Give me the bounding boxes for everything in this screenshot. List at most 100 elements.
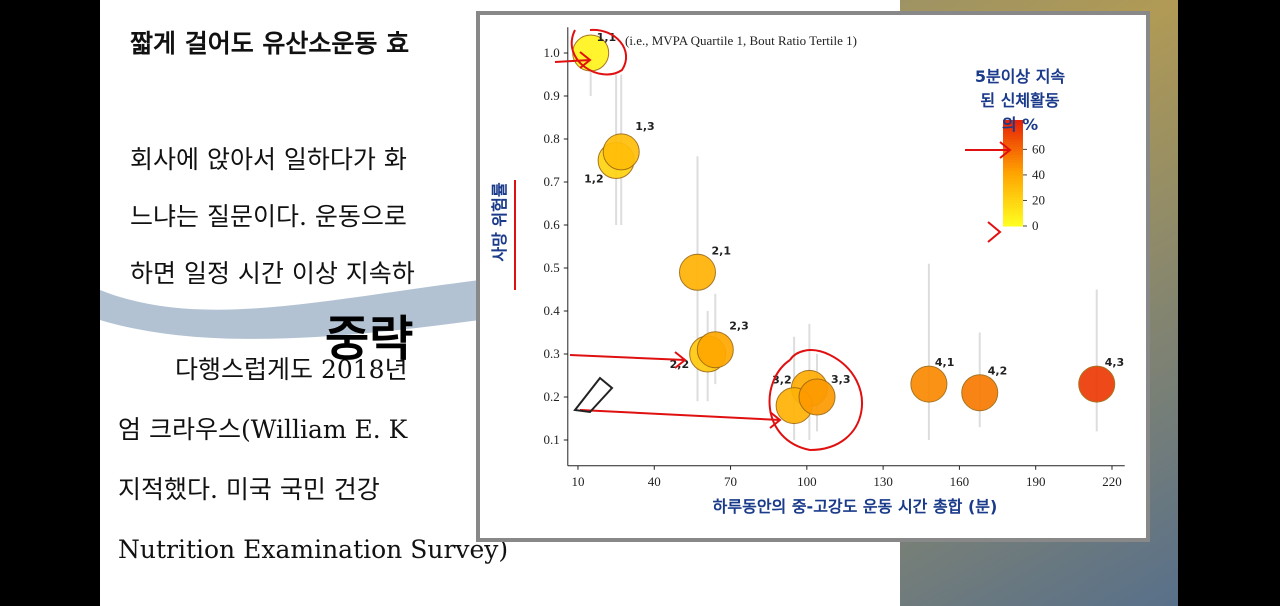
bubble [798, 378, 836, 416]
pen-icon [573, 376, 614, 414]
colorbar-step [1003, 146, 1023, 150]
colorbar-step [1003, 130, 1023, 134]
colorbar-step [1003, 207, 1023, 211]
colorbar-label: 60 [1032, 141, 1045, 156]
colorbar-step [1003, 173, 1023, 177]
bubble-label: 4,3 [1105, 356, 1125, 369]
colorbar-step [1003, 188, 1023, 193]
bubble-label: 1,2 [584, 173, 604, 186]
x-tick-label: 190 [1026, 474, 1046, 489]
bubble [910, 365, 948, 403]
colorbar-step [1003, 122, 1023, 126]
doc-line: 엄 크라우스(William E. K [118, 415, 409, 444]
overlay-text: 중략 [325, 311, 413, 367]
y-tick-label: 0.1 [544, 432, 560, 447]
colorbar-step [1003, 199, 1023, 203]
colorbar-step [1003, 141, 1023, 145]
y-tick-label: 0.7 [544, 174, 561, 189]
colorbar-step [1003, 151, 1023, 155]
colorbar-step [1003, 143, 1023, 147]
y-axis-label: 사망 위험률 [490, 182, 509, 261]
bubble-label: 3,3 [831, 373, 851, 386]
colorbar-label: 20 [1032, 192, 1045, 207]
x-tick-label: 130 [873, 474, 893, 489]
bubble-label: 1,3 [635, 120, 655, 133]
bubble [696, 331, 734, 369]
x-tick-label: 100 [797, 474, 817, 489]
x-tick-label: 10 [571, 474, 584, 489]
colorbar-label: 40 [1032, 167, 1045, 182]
y-tick-label: 0.6 [544, 217, 561, 232]
y-tick-label: 1.0 [544, 45, 560, 60]
colorbar-step [1003, 159, 1023, 163]
colorbar-step [1003, 167, 1023, 171]
annotation: (i.e., MVPA Quartile 1, Bout Ratio Terti… [625, 33, 857, 48]
bubble-label: 2,1 [711, 244, 731, 257]
y-tick-label: 0.5 [544, 260, 560, 275]
colorbar-step [1003, 223, 1023, 227]
colorbar-step [1003, 154, 1023, 158]
y-tick-label: 0.3 [544, 346, 560, 361]
colorbar-step [1003, 204, 1023, 208]
colorbar-step [1003, 215, 1023, 219]
colorbar-step [1003, 196, 1023, 200]
colorbar-step [1003, 127, 1023, 132]
bubble [678, 253, 716, 291]
colorbar-step [1003, 133, 1023, 137]
y-tick-label: 0.8 [544, 131, 560, 146]
colorbar-step [1003, 178, 1023, 182]
x-tick-label: 160 [950, 474, 970, 489]
x-tick-label: 70 [724, 474, 737, 489]
x-axis-label: 하루동안의 중-고강도 운동 시간 총합 (분) [713, 497, 998, 516]
bubble-label: 3,2 [772, 374, 792, 387]
wave-band [100, 280, 480, 339]
doc-title: 짧게 걸어도 유산소운동 효 [130, 29, 409, 58]
plot: 0.1 0.2 0.3 0.4 0.5 0.6 0.7 0.8 0.9 1.0 10 40 70 100 1… [544, 27, 1125, 489]
doc-line: 다행스럽게도 2018년 [175, 355, 408, 384]
colorbar-step [1003, 186, 1023, 190]
hand-annotations [514, 28, 1012, 452]
colorbar-step [1003, 183, 1023, 187]
colorbar-step [1003, 120, 1023, 124]
colorbar-step [1003, 138, 1023, 142]
bubble-label: 4,1 [935, 356, 955, 369]
legend-title: 된 신체활동 [980, 91, 1059, 110]
colorbar-step [1003, 175, 1023, 179]
doc-line: 하면 일정 시간 이상 지속하 [130, 259, 415, 288]
doc-line: 회사에 앉아서 일하다가 화 [130, 145, 407, 174]
colorbar-step [1003, 162, 1023, 166]
x-tick-label: 220 [1102, 474, 1122, 489]
colorbar-step [1003, 157, 1023, 161]
colorbar-label: 0 [1032, 218, 1039, 233]
colorbar-step [1003, 125, 1023, 129]
legend-title: 5분이상 지속 [975, 67, 1066, 86]
y-tick-label: 0.9 [544, 88, 560, 103]
y-tick-label: 0.2 [544, 389, 560, 404]
colorbar-step [1003, 220, 1023, 224]
colorbar-step [1003, 180, 1023, 185]
bubble [602, 133, 640, 171]
chart-panel [476, 11, 1150, 542]
colorbar-step [1003, 135, 1023, 140]
colorbar-step [1003, 210, 1023, 214]
bubble-label: 4,2 [988, 365, 1008, 378]
doc-line: 느냐는 질문이다. 운동으로 [130, 202, 407, 231]
doc-line: Nutrition Examination Survey) [118, 535, 508, 564]
colorbar-step [1003, 191, 1023, 195]
doc-line: 지적했다. 미국 국민 건강 [118, 475, 380, 504]
colorbar-step [1003, 170, 1023, 174]
colorbar-step [1003, 212, 1023, 216]
bubble [1078, 365, 1116, 403]
colorbar-step [1003, 165, 1023, 169]
legend-title: 의 % [1002, 115, 1038, 134]
colorbar-step [1003, 202, 1023, 206]
colorbar-step [1003, 194, 1023, 198]
colorbar-step [1003, 149, 1023, 153]
x-tick-label: 40 [648, 474, 661, 489]
colorbar-step [1003, 218, 1023, 222]
bubble [961, 374, 999, 412]
bubble-label: 2,3 [729, 320, 749, 333]
